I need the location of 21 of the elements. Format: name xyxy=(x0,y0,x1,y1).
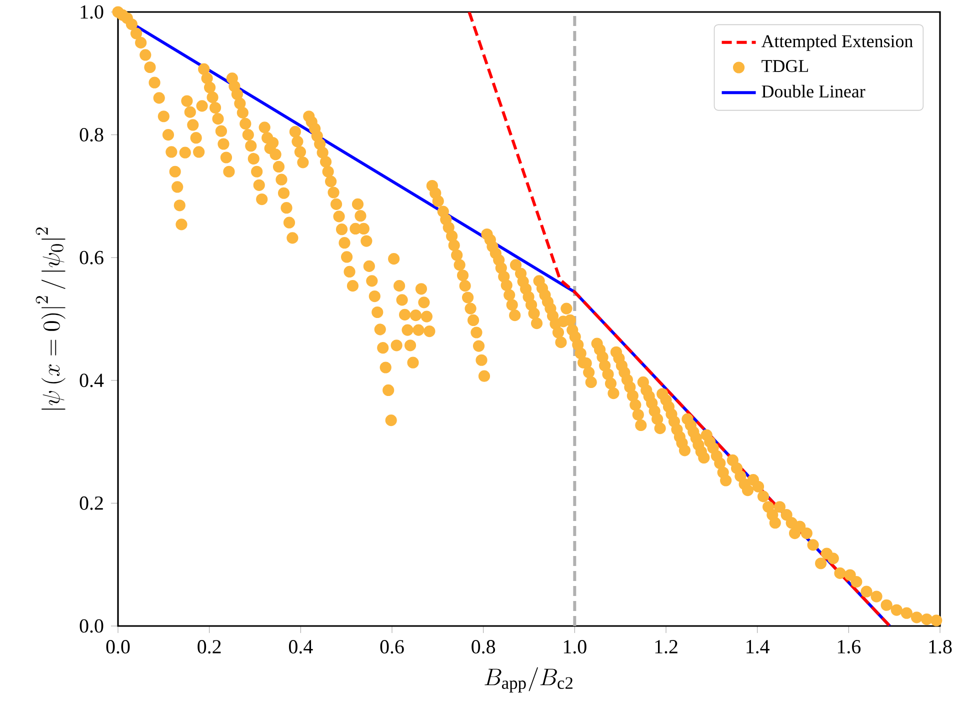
x-tick-label: 1.4 xyxy=(746,640,770,654)
x-tick-label: 1.0 xyxy=(564,640,586,654)
x-tick-label: 0.2 xyxy=(198,640,221,654)
y-tick-label: 0.8 xyxy=(80,128,104,142)
x-tick-label: 0.4 xyxy=(288,640,313,654)
x-tick-label: 1.8 xyxy=(929,640,952,654)
y-tick-label: 0.0 xyxy=(80,619,104,633)
x-tick-label: 0.8 xyxy=(472,640,496,654)
y-tick-label: 1.0 xyxy=(80,5,104,19)
x-tick-label: 1.2 xyxy=(655,640,678,654)
legend-label: Double Linear xyxy=(762,84,866,98)
x-tick-label: 1.6 xyxy=(838,640,861,654)
x-axis-title: $B_{\mathrm{app}}/B_{\mathrm{c2}}$ xyxy=(484,667,572,692)
legend-label: Attempted Extension xyxy=(761,34,913,51)
x-tick-label: 0.0 xyxy=(106,640,130,654)
y-axis-title: $\left|\psi\left(x=0\right)\right|^2/\left|\psi_0\right|^2$ xyxy=(36,227,66,410)
x-tick-label: 0.6 xyxy=(380,640,404,654)
legend-label: TDGL xyxy=(762,60,808,72)
y-tick-label: 0.6 xyxy=(80,250,104,264)
y-tick-label: 0.4 xyxy=(80,374,104,388)
y-tick-label: 0.2 xyxy=(80,496,103,510)
